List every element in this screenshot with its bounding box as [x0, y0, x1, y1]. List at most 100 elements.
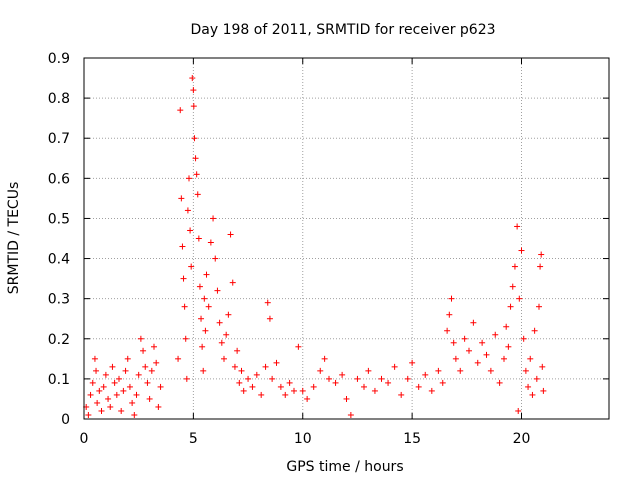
data-point — [210, 215, 217, 222]
x-tick-label: 0 — [80, 431, 89, 447]
y-tick-label: 0.7 — [48, 131, 70, 147]
data-point — [227, 231, 234, 238]
data-point — [291, 387, 297, 394]
data-point — [137, 335, 144, 342]
data-point — [509, 283, 516, 290]
data-point — [109, 363, 116, 370]
data-point — [89, 379, 96, 386]
y-tick-label: 0.5 — [48, 211, 70, 227]
data-point — [404, 375, 411, 382]
data-point — [120, 387, 127, 394]
data-point — [184, 207, 191, 214]
data-point — [199, 343, 206, 350]
data-point — [277, 383, 284, 390]
data-point — [439, 379, 446, 386]
data-point — [262, 363, 269, 370]
data-point — [452, 355, 459, 362]
data-point — [470, 319, 477, 326]
data-point — [231, 363, 238, 370]
x-tick-label: 10 — [294, 431, 312, 447]
data-point — [511, 263, 518, 270]
data-point — [98, 407, 105, 414]
data-point — [135, 371, 142, 378]
data-point — [87, 391, 94, 398]
data-point — [240, 387, 247, 394]
data-point — [153, 359, 160, 366]
data-point — [361, 383, 367, 390]
data-point — [157, 383, 164, 390]
data-point — [299, 387, 306, 394]
data-point — [144, 379, 151, 386]
data-point — [310, 383, 317, 390]
plot-frame — [83, 57, 610, 420]
data-point — [385, 379, 392, 386]
data-point — [516, 295, 523, 302]
data-point — [190, 103, 197, 110]
data-point — [218, 339, 225, 346]
data-point — [182, 335, 189, 342]
data-point — [415, 383, 422, 390]
data-point — [249, 383, 256, 390]
data-point — [496, 379, 503, 386]
data-point — [116, 375, 122, 382]
data-point — [536, 303, 542, 310]
data-point — [131, 411, 138, 418]
data-point — [129, 399, 136, 406]
data-point — [487, 367, 494, 374]
data-point — [236, 379, 243, 386]
data-point — [321, 355, 328, 362]
x-axis-label: GPS time / hours — [286, 459, 403, 475]
data-point — [175, 355, 182, 362]
data-point — [107, 403, 114, 410]
data-point — [91, 355, 98, 362]
data-point — [520, 335, 527, 342]
data-point — [94, 399, 101, 406]
data-point — [223, 331, 230, 338]
data-point — [225, 311, 232, 318]
data-point — [229, 279, 236, 286]
data-point — [435, 367, 442, 374]
grid-lines — [84, 58, 609, 419]
data-point — [111, 379, 118, 386]
data-point — [238, 367, 245, 374]
data-point — [518, 247, 525, 254]
data-point — [126, 383, 133, 390]
data-point — [371, 387, 378, 394]
y-tick-label: 0.1 — [48, 372, 70, 388]
data-point — [514, 223, 521, 230]
data-point — [282, 391, 289, 398]
chart-title: Day 198 of 2011, SRMTID for receiver p62… — [190, 22, 495, 38]
data-point — [515, 407, 522, 414]
data-point — [124, 355, 131, 362]
data-point — [146, 395, 153, 402]
data-point — [391, 363, 398, 370]
data-point — [479, 339, 486, 346]
data-point — [179, 243, 186, 250]
y-tick-label: 0.4 — [48, 252, 70, 268]
data-point — [539, 363, 546, 370]
data-point — [422, 371, 429, 378]
data-point — [105, 395, 112, 402]
data-point — [474, 359, 481, 366]
data-point — [245, 375, 252, 382]
data-point — [253, 371, 260, 378]
data-point — [339, 371, 346, 378]
data-point — [448, 295, 455, 302]
data-point — [198, 315, 205, 322]
data-point — [428, 387, 435, 394]
data-point — [507, 303, 514, 310]
data-point — [444, 327, 451, 334]
data-point — [264, 299, 271, 306]
data-point — [409, 359, 416, 366]
data-point — [538, 251, 545, 258]
data-point — [196, 283, 203, 290]
data-point — [216, 319, 223, 326]
data-point — [190, 87, 197, 94]
data-point — [183, 375, 190, 382]
data-point — [195, 235, 202, 242]
data-point — [113, 391, 120, 398]
y-tick-label: 0.9 — [48, 51, 70, 67]
data-point — [188, 263, 195, 270]
data-point — [537, 263, 544, 270]
